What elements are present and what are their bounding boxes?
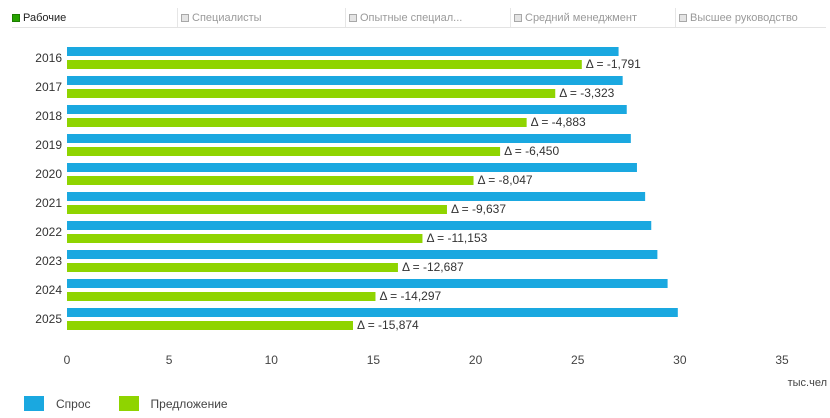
tab-1[interactable]: Рабочие bbox=[12, 8, 177, 27]
x-tick-label: 30 bbox=[673, 353, 687, 367]
demand-bar bbox=[67, 192, 646, 201]
demand-bar bbox=[67, 76, 623, 85]
year-label: 2020 bbox=[35, 167, 62, 181]
year-label: 2021 bbox=[35, 196, 62, 210]
tab-checkbox-icon bbox=[514, 13, 522, 22]
supply-bar bbox=[67, 118, 527, 127]
tab-label: Специалисты bbox=[192, 11, 262, 24]
tab-label: Высшее руководство bbox=[690, 11, 798, 24]
delta-label: Δ = -3,323 bbox=[559, 86, 614, 100]
supply-swatch bbox=[118, 396, 139, 411]
tab-4[interactable]: Средний менеджмент bbox=[510, 8, 675, 27]
demand-bar bbox=[67, 105, 627, 114]
supply-bar bbox=[67, 263, 398, 272]
x-tick-label: 35 bbox=[775, 353, 789, 367]
tab-checkbox-icon bbox=[349, 13, 357, 22]
tab-checkbox-icon bbox=[12, 13, 20, 22]
tab-2[interactable]: Специалисты bbox=[177, 8, 345, 27]
supply-bar bbox=[67, 292, 376, 301]
tab-3[interactable]: Опытные специал... bbox=[345, 8, 510, 27]
demand-bar bbox=[67, 47, 619, 56]
demand-bar bbox=[67, 279, 668, 288]
x-tick-label: 0 bbox=[64, 353, 71, 367]
supply-bar bbox=[67, 234, 423, 243]
demand-bar bbox=[67, 134, 631, 143]
delta-label: Δ = -1,791 bbox=[586, 57, 641, 71]
x-tick-label: 20 bbox=[469, 353, 483, 367]
year-label: 2016 bbox=[35, 51, 62, 65]
year-label: 2018 bbox=[35, 109, 62, 123]
tab-checkbox-icon bbox=[679, 13, 687, 22]
delta-label: Δ = -6,450 bbox=[504, 144, 559, 158]
legend-supply-label: Предложение bbox=[150, 396, 228, 411]
supply-bar bbox=[67, 321, 353, 330]
supply-bar bbox=[67, 176, 474, 185]
supply-bar bbox=[67, 205, 447, 214]
delta-label: Δ = -15,874 bbox=[357, 318, 419, 332]
x-axis-unit-label: тыс.чел bbox=[788, 377, 827, 389]
tab-checkbox-icon bbox=[181, 13, 189, 22]
tab-5[interactable]: Высшее руководство bbox=[675, 8, 826, 27]
demand-bar bbox=[67, 221, 652, 230]
chart-legend: Спрос Предложение bbox=[24, 396, 228, 411]
legend-item-supply[interactable]: Предложение bbox=[118, 396, 228, 411]
demand-bar bbox=[67, 308, 678, 317]
delta-label: Δ = -14,297 bbox=[379, 289, 441, 303]
demand-swatch bbox=[24, 396, 44, 411]
delta-label: Δ = -9,637 bbox=[451, 202, 506, 216]
delta-label: Δ = -8,047 bbox=[478, 173, 533, 187]
legend-item-demand[interactable]: Спрос bbox=[24, 396, 91, 411]
x-tick-label: 25 bbox=[571, 353, 585, 367]
year-label: 2017 bbox=[35, 80, 62, 94]
tab-label: Опытные специал... bbox=[360, 11, 463, 24]
year-label: 2019 bbox=[35, 138, 62, 152]
legend-demand-label: Спрос bbox=[56, 396, 91, 411]
demand-bar bbox=[67, 163, 637, 172]
year-label: 2025 bbox=[35, 312, 62, 326]
x-tick-label: 5 bbox=[166, 353, 173, 367]
delta-label: Δ = -12,687 bbox=[402, 260, 464, 274]
supply-bar bbox=[67, 147, 501, 156]
demand-bar bbox=[67, 250, 658, 259]
supply-bar bbox=[67, 89, 556, 98]
supply-bar bbox=[67, 60, 582, 69]
tab-label: Средний менеджмент bbox=[525, 11, 637, 24]
tab-label: Рабочие bbox=[23, 11, 67, 24]
category-tabs: Рабочие Специалисты Опытные специал... Сред… bbox=[12, 8, 826, 28]
x-tick-label: 10 bbox=[265, 353, 279, 367]
bar-chart: 2016 Δ = -1,791 2017 Δ = -3,323 2018 Δ = -4,8… bbox=[35, 47, 827, 389]
delta-label: Δ = -4,883 bbox=[531, 115, 586, 129]
year-label: 2023 bbox=[35, 254, 62, 268]
delta-label: Δ = -11,153 bbox=[426, 231, 487, 245]
year-label: 2022 bbox=[35, 225, 62, 239]
x-tick-label: 15 bbox=[367, 353, 381, 367]
year-label: 2024 bbox=[35, 283, 62, 297]
